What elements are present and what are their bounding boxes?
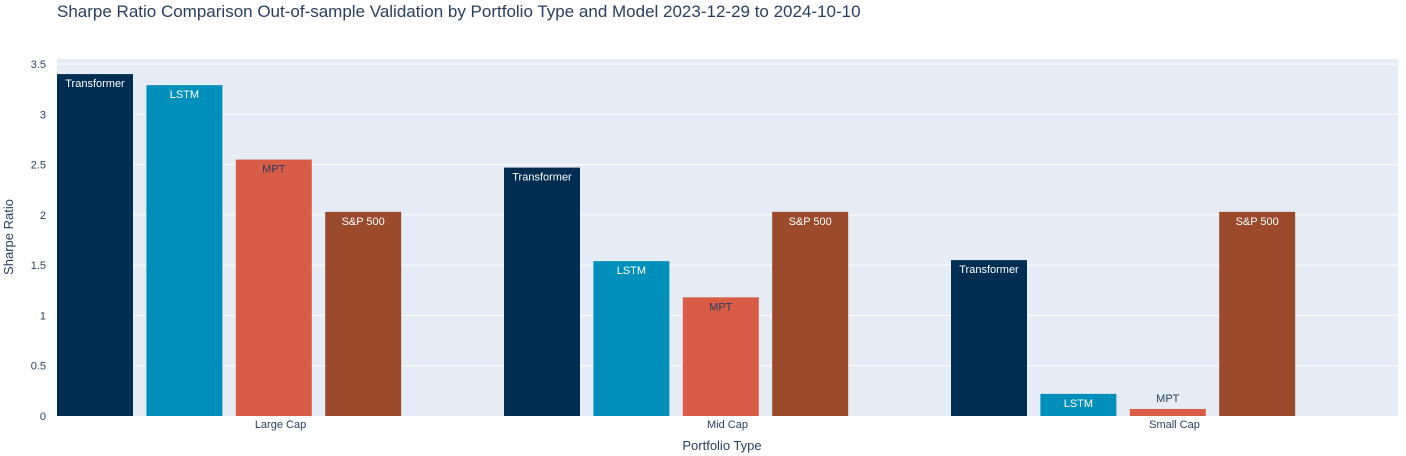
bar <box>235 159 312 416</box>
bar <box>146 85 223 416</box>
y-tick-label: 0.5 <box>31 361 46 373</box>
bar <box>682 297 759 416</box>
bar-label: MPT <box>709 301 733 313</box>
bar-label: S&P 500 <box>1236 216 1279 228</box>
y-tick-label: 2 <box>40 210 46 222</box>
bar <box>951 260 1027 416</box>
y-tick-label: 3.5 <box>31 59 46 71</box>
x-tick-label: Small Cap <box>1149 419 1200 431</box>
y-tick-label: 3 <box>40 109 46 121</box>
bar-label: LSTM <box>1064 398 1093 410</box>
y-axis-ticks: 0 0.5 1 1.5 2 2.5 3 3.5 <box>31 59 46 423</box>
bar-label: Transformer <box>959 264 1019 276</box>
y-tick-label: 1.5 <box>31 260 46 272</box>
chart-title: Sharpe Ratio Comparison Out-of-sample Va… <box>57 2 861 21</box>
y-tick-label: 0 <box>40 411 46 423</box>
bar-label: LSTM <box>170 89 199 101</box>
bar <box>325 211 402 416</box>
bar-label: Transformer <box>65 78 125 90</box>
y-tick-label: 2.5 <box>31 160 46 172</box>
y-tick-label: 1 <box>40 310 46 322</box>
x-tick-label: Large Cap <box>255 419 306 431</box>
bar <box>1129 408 1206 416</box>
bar-label: S&P 500 <box>342 216 385 228</box>
bars <box>57 74 1296 417</box>
bar <box>57 74 133 417</box>
bar-labels: Transformer Transformer Transformer LSTM LST… <box>65 78 1279 410</box>
bar <box>1219 211 1296 416</box>
bar <box>593 261 670 416</box>
x-axis-ticks: Large Cap Mid Cap Small Cap <box>255 419 1200 431</box>
bar-label: MPT <box>262 164 286 176</box>
x-axis-title: Portfolio Type <box>682 438 761 453</box>
bar-label: LSTM <box>617 265 646 277</box>
bar <box>504 167 580 416</box>
bar-label: MPT <box>1156 393 1180 405</box>
bar-label: Transformer <box>512 172 572 184</box>
bar <box>1040 393 1117 416</box>
y-axis-title: Sharpe Ratio <box>1 199 16 275</box>
x-tick-label: Mid Cap <box>707 419 748 431</box>
bar <box>772 211 849 416</box>
bar-label: S&P 500 <box>789 216 832 228</box>
